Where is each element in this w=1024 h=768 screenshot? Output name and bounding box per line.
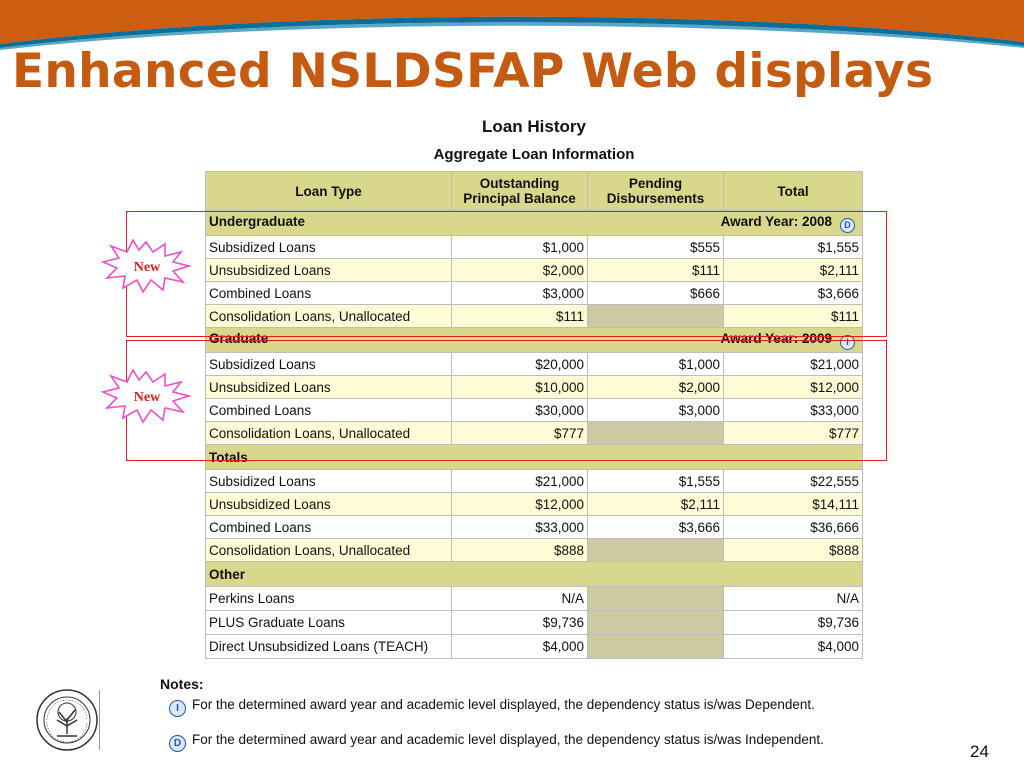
col-total: Total [723,171,863,211]
table-row: Unsubsidized Loans $12,000 $2,111 $14,11… [205,492,863,516]
aggregate-loan-table: Loan Type Outstanding Principal Balance P… [205,171,863,659]
section-label: Undergraduate [209,213,306,229]
award-year: Award Year: 2009 [720,330,832,346]
department-of-education-seal-icon [36,689,98,751]
note-dependent: I For the determined award year and acade… [169,697,815,717]
table-row: Direct Unsubsidized Loans (TEACH) $4,000… [205,634,863,659]
table-row: Unsubsidized Loans $2,000 $111 $2,111 [205,258,863,282]
info-badge-icon: D [169,735,186,752]
notes-label: Notes: [160,676,204,692]
independent-badge-icon[interactable]: D [840,217,855,233]
undergraduate-highlight-box [126,211,887,337]
page-number: 24 [970,742,989,761]
new-label: New [134,390,161,405]
info-badge-icon: I [169,700,186,717]
table-row: Unsubsidized Loans $10,000 $2,000 $12,00… [205,375,863,399]
section-other: Other [205,561,863,587]
header-banner [0,0,1024,50]
col-loan-type: Loan Type [205,171,452,211]
table-row: Combined Loans $30,000 $3,000 $33,000 [205,398,863,422]
table-row: Subsidized Loans $20,000 $1,000 $21,000 [205,352,863,376]
slide-title: Enhanced NSLDSFAP Web displays [12,44,934,99]
note-independent: D For the determined award year and acade… [169,732,824,752]
award-year: Award Year: 2008 [720,213,832,229]
table-row: Combined Loans $33,000 $3,666 $36,666 [205,515,863,539]
col-pending: Pending Disbursements [587,171,724,211]
table-header-row: Loan Type Outstanding Principal Balance P… [205,171,863,211]
table-row: Perkins Loans N/A N/A [205,586,863,611]
dependent-badge-icon[interactable]: I [840,334,855,350]
table-row: Combined Loans $3,000 $666 $3,666 [205,281,863,305]
col-outstanding: Outstanding Principal Balance [451,171,588,211]
new-label: New [134,260,161,275]
aggregate-loan-heading: Aggregate Loan Information [433,146,635,163]
graduate-highlight-box [126,340,887,461]
section-label: Other [205,561,863,587]
new-starburst-icon: New [101,368,191,424]
seal-divider [99,690,100,750]
table-row: Consolidation Loans, Unallocated $888 $8… [205,538,863,562]
section-label: Graduate [209,330,269,346]
section-undergraduate: Undergraduate Award Year: 2008 D [205,210,863,236]
table-row: PLUS Graduate Loans $9,736 $9,736 [205,610,863,635]
table-row: Consolidation Loans, Unallocated $777 $7… [205,421,863,445]
table-row: Subsidized Loans $21,000 $1,555 $22,555 [205,469,863,493]
loan-history-heading: Loan History [482,117,586,136]
table-row: Subsidized Loans $1,000 $555 $1,555 [205,235,863,259]
new-starburst-icon: New [101,238,191,294]
